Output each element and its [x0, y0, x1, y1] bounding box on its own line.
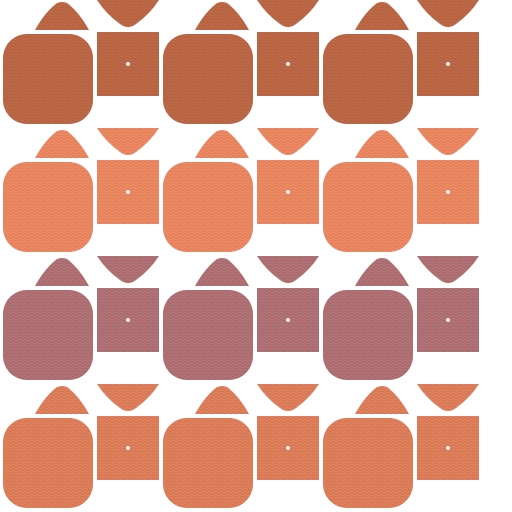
triangle-up [355, 386, 409, 414]
center-dot [126, 318, 130, 322]
center-dot [286, 62, 290, 66]
center-dot [446, 62, 450, 66]
triangle-up [195, 130, 249, 158]
rounded-square [163, 34, 253, 124]
triangle-down [257, 256, 319, 283]
rounded-square [323, 162, 413, 252]
tile-salmon-3 [323, 128, 479, 252]
tile-salmon-1 [3, 128, 159, 252]
triangle-down [97, 0, 159, 27]
triangle-up [355, 130, 409, 158]
center-dot [446, 318, 450, 322]
tile-mauve-3 [323, 256, 479, 380]
rounded-square [3, 290, 93, 380]
triangle-down [417, 256, 479, 283]
triangle-down [97, 384, 159, 411]
triangle-up [35, 2, 89, 30]
triangle-up [355, 258, 409, 286]
rounded-square [163, 290, 253, 380]
triangle-down [417, 128, 479, 155]
triangle-down [257, 384, 319, 411]
rounded-square [323, 34, 413, 124]
tile-rust-2 [163, 0, 319, 124]
rounded-square [163, 418, 253, 508]
center-dot [126, 446, 130, 450]
tile-rust-3 [323, 0, 479, 124]
tile-mauve-2 [163, 256, 319, 380]
triangle-up [35, 258, 89, 286]
tile-rust-1 [3, 0, 159, 124]
triangle-up [195, 386, 249, 414]
center-dot [286, 190, 290, 194]
tile-coral-2 [163, 384, 319, 508]
rounded-square [3, 418, 93, 508]
triangle-down [97, 256, 159, 283]
center-dot [446, 190, 450, 194]
center-dot [286, 318, 290, 322]
rounded-square [163, 162, 253, 252]
center-dot [446, 446, 450, 450]
triangle-up [355, 2, 409, 30]
tile-coral-1 [3, 384, 159, 508]
triangle-down [97, 128, 159, 155]
triangle-down [417, 384, 479, 411]
triangle-up [195, 2, 249, 30]
rounded-square [3, 34, 93, 124]
tile-mauve-1 [3, 256, 159, 380]
center-dot [126, 62, 130, 66]
tile-coral-3 [323, 384, 479, 508]
rounded-square [3, 162, 93, 252]
triangle-down [257, 128, 319, 155]
tile-salmon-2 [163, 128, 319, 252]
triangle-up [195, 258, 249, 286]
triangle-up [35, 386, 89, 414]
rounded-square [323, 290, 413, 380]
triangle-down [417, 0, 479, 27]
center-dot [126, 190, 130, 194]
center-dot [286, 446, 290, 450]
triangle-up [35, 130, 89, 158]
rounded-square [323, 418, 413, 508]
triangle-down [257, 0, 319, 27]
